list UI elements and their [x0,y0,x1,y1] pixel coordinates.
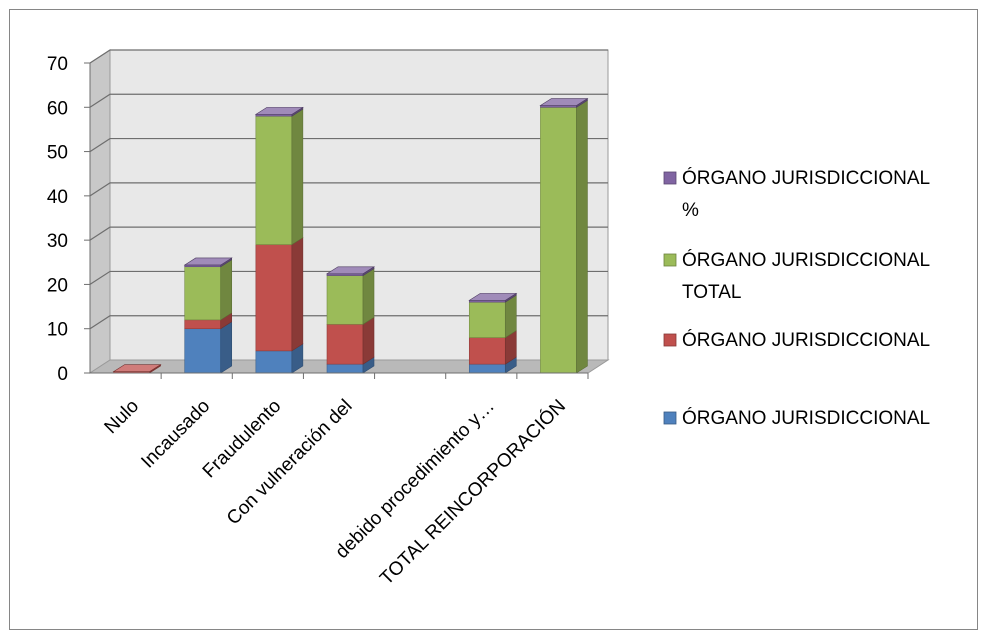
bar-segment [326,275,364,325]
bar-segment [184,319,222,330]
bar-segment [468,363,506,374]
legend-swatch [663,333,677,347]
bar-segment [540,106,577,374]
gridline [89,49,608,64]
y-tick-label: 30 [47,231,68,252]
x-category-label: Con vulneración del [223,396,357,530]
bar-segment [255,115,293,245]
gridline [89,182,608,197]
bar-top [112,364,162,372]
side-wall [89,49,111,374]
bar-segment [326,323,364,365]
bar-top [539,98,589,106]
legend-label: ÓRGANO JURISDICCIONAL% [682,167,930,221]
legend-swatch [663,411,677,425]
bar-segment-side [362,316,375,365]
bar-segment [255,350,293,374]
x-category-label: Nulo [101,396,143,438]
y-tick-label: 10 [47,320,68,341]
bar-segment [184,266,222,321]
legend-swatch [663,171,677,185]
gridline [89,315,608,330]
bar-segment-side [291,237,304,352]
bar-segment [326,363,364,374]
bar-top [183,257,233,266]
legend-label: ÓRGANO JURISDICCIONAL TOTAL [682,249,930,303]
x-category-label: Incausado [137,396,214,473]
y-tick-label: 20 [47,275,68,296]
legend-swatch [663,253,677,267]
legend-label: ÓRGANO JURISDICCIONAL [682,329,930,351]
y-tick-label: 60 [47,98,68,119]
gridline [89,93,608,108]
bar-segment [184,328,222,374]
bar-segment-side [220,259,233,321]
bar-top [468,293,518,301]
legend-label: ÓRGANO JURISDICCIONAL [682,407,930,429]
bar-segment [255,244,293,352]
gridline [89,137,608,153]
bar-segment-side [291,108,304,246]
y-tick-label: 70 [47,54,68,75]
bar-segment-side [576,99,588,374]
bar-segment-side [220,321,233,374]
y-tick-label: 50 [47,143,68,164]
bar-segment-side [504,294,517,339]
gridline [89,226,608,241]
bar-segment [468,337,506,365]
bar-top [254,107,304,115]
bar-top [325,266,376,275]
y-tick-label: 0 [57,364,68,385]
bar-segment-side [362,268,375,325]
bar-segment [468,301,506,338]
y-tick-label: 40 [47,187,68,208]
gridline [89,270,608,285]
